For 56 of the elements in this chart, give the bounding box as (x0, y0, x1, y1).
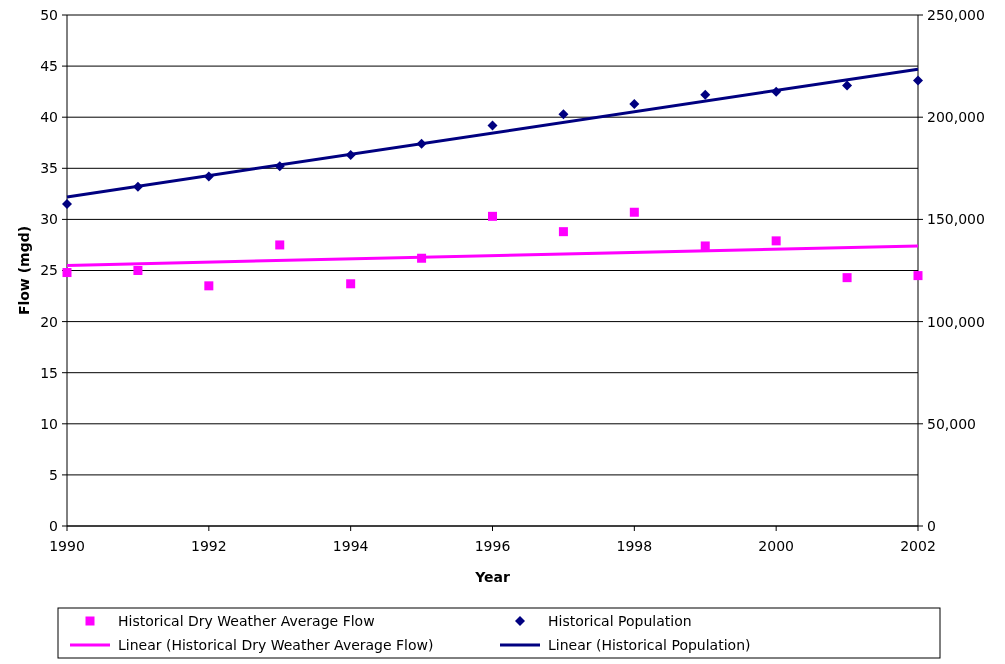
x-tick-label: 1996 (474, 538, 511, 554)
y-axis-title: Flow (mgd) (16, 225, 32, 316)
point (842, 273, 852, 283)
point (132, 181, 143, 192)
y-tick-label: 10 (40, 415, 58, 432)
point (133, 266, 143, 275)
y2-tick-label: 150,000 (927, 211, 985, 228)
point (62, 199, 72, 210)
point (346, 279, 356, 289)
point (488, 211, 497, 221)
point (842, 80, 853, 91)
y-tick-label: 5 (49, 466, 58, 483)
x-tick-label: 1992 (191, 538, 227, 554)
y2-tick-label: 250,000 (927, 6, 985, 23)
point (771, 86, 782, 97)
y2-tick-label: 50,000 (927, 415, 976, 432)
point (274, 161, 285, 172)
y-tick-label: 20 (40, 313, 58, 330)
x-tick-label: 1998 (616, 538, 653, 554)
point (345, 150, 356, 161)
point (700, 89, 711, 100)
x-axis-title: Year (474, 569, 510, 585)
point (417, 253, 427, 263)
point (700, 241, 710, 251)
legend-label: Linear (Historical Population) (548, 636, 751, 653)
legend-label: Linear (Historical Dry Weather Average Flow) (118, 636, 434, 653)
y-tick-label: 45 (40, 58, 58, 74)
legend-label: Historical Population (548, 612, 692, 629)
point (204, 281, 214, 291)
x-tick-label: 1990 (49, 538, 85, 554)
point (558, 109, 569, 120)
point (913, 75, 923, 86)
y-tick-label: 0 (49, 517, 58, 534)
point (913, 271, 923, 281)
y2-tick-label: 200,000 (927, 109, 985, 126)
point (62, 268, 72, 278)
x-tick-label: 2000 (758, 538, 794, 554)
y-tick-label: 15 (40, 364, 58, 381)
legend-label: Historical Dry Weather Average Flow (118, 612, 375, 629)
y-tick-label: 35 (40, 160, 58, 177)
y2-tick-label: 0 (927, 517, 936, 534)
point (771, 236, 781, 246)
point (629, 98, 640, 109)
point (629, 207, 639, 217)
y-tick-label: 50 (40, 6, 58, 23)
point (203, 171, 214, 182)
x-tick-label: 2002 (900, 538, 936, 554)
x-tick-label: 1994 (332, 538, 369, 554)
y2-tick-label: 100,000 (927, 313, 985, 330)
point (275, 240, 285, 250)
point (487, 120, 498, 131)
y-tick-label: 25 (40, 262, 58, 279)
point (416, 138, 427, 149)
point (558, 227, 568, 237)
y-tick-label: 40 (40, 109, 58, 126)
y-tick-label: 30 (40, 211, 58, 228)
